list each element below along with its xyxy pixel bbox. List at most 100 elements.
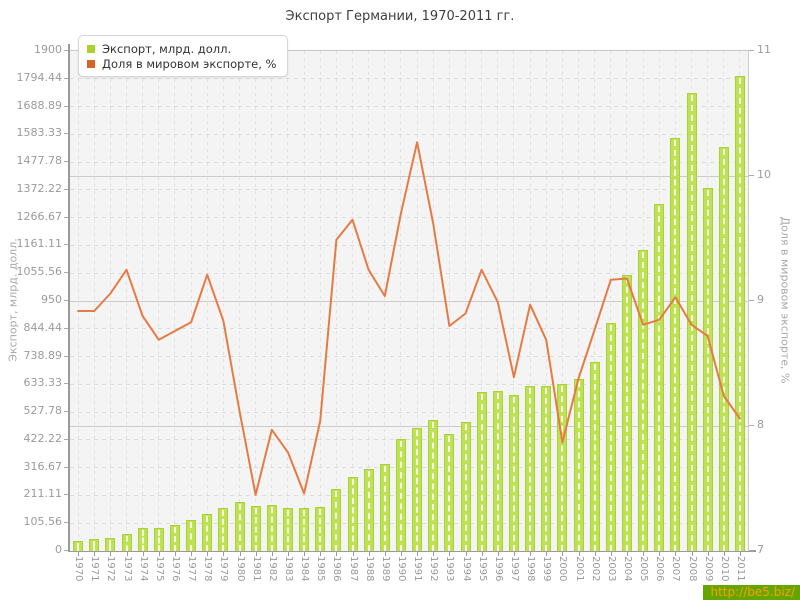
bar-2002[interactable] [589, 362, 600, 551]
bar-1970[interactable] [73, 541, 84, 551]
v-gridline [578, 51, 579, 551]
bar-1972[interactable] [105, 537, 116, 552]
x-axis-tick-label: 1984 [299, 556, 311, 582]
x-axis-tick [110, 552, 112, 556]
left-axis-tick-label: 1794.44 [16, 70, 63, 84]
v-gridline [77, 51, 79, 551]
x-axis-tick-label: 1977 [186, 556, 198, 582]
legend-label-exports: Экспорт, млрд. долл. [102, 41, 232, 56]
left-axis-tick [64, 50, 68, 51]
left-axis-tick-label: 1161.11 [16, 237, 63, 251]
v-gridline [448, 51, 450, 551]
bar-1976[interactable] [169, 525, 180, 551]
x-axis-tick [368, 552, 370, 556]
h-gridline [70, 522, 748, 524]
x-axis-tick-label: 1993 [444, 556, 456, 582]
h-gridline [70, 78, 748, 80]
bar-1989[interactable] [379, 463, 390, 552]
watermark-link[interactable]: http://be5.biz/ [703, 585, 800, 600]
legend-item-share[interactable]: Доля в мировом экспорте, % [87, 56, 276, 71]
x-axis-tick-label: 1992 [428, 556, 440, 582]
bar-1998[interactable] [525, 386, 536, 551]
bar-1975[interactable] [153, 527, 164, 552]
x-axis-tick [191, 552, 193, 556]
left-axis-tick [64, 438, 68, 440]
x-axis-tick [610, 552, 612, 556]
bar-1992[interactable] [428, 420, 439, 551]
x-axis-tick-label: 1996 [492, 556, 504, 582]
x-axis-tick [223, 552, 225, 556]
x-axis-tick [352, 552, 354, 556]
x-axis-tick [287, 552, 289, 556]
v-gridline [319, 51, 321, 551]
share-legend-swatch-icon [87, 59, 95, 68]
bar-1997[interactable] [508, 395, 519, 551]
x-axis-tick [659, 552, 661, 556]
x-axis-tick [513, 552, 515, 556]
bar-1990[interactable] [395, 439, 406, 551]
x-axis-tick-label: 1982 [266, 556, 278, 582]
bar-1988[interactable] [363, 469, 374, 551]
chart-title: Экспорт Германии, 1970-2011 гг. [285, 9, 515, 24]
legend: Экспорт, млрд. долл. Доля в мировом эксп… [78, 35, 289, 77]
x-axis-tick-label: 2005 [638, 556, 650, 582]
bar-1984[interactable] [299, 508, 310, 551]
x-axis-tick-label: 1979 [218, 556, 230, 582]
bar-1983[interactable] [282, 507, 293, 552]
bar-1978[interactable] [202, 514, 213, 551]
x-axis-tick-label: 2002 [589, 556, 601, 582]
v-gridline [239, 51, 240, 551]
x-axis-tick-label: 2008 [686, 556, 698, 582]
right-axis-tick-label: 9 [757, 293, 764, 306]
bar-1973[interactable] [121, 533, 132, 552]
right-axis-tick-label: 10 [757, 168, 771, 181]
bar-1999[interactable] [541, 385, 552, 552]
bar-1985[interactable] [315, 506, 326, 552]
bar-1974[interactable] [137, 528, 148, 551]
bar-1986[interactable] [331, 489, 342, 551]
left-axis-tick-label: 105.56 [23, 515, 63, 529]
x-axis-tick [578, 552, 580, 556]
share-line[interactable] [77, 141, 741, 496]
bar-1980[interactable] [234, 502, 245, 551]
bar-1994[interactable] [460, 422, 471, 551]
left-axis-tick-label: 527.78 [23, 404, 63, 418]
bar-1987[interactable] [347, 477, 358, 551]
h-gridline [70, 244, 748, 246]
right-axis-title: Доля в мировом экспорте, % [778, 216, 792, 384]
bar-1991[interactable] [412, 428, 423, 551]
x-axis-tick-label: 1995 [476, 556, 488, 582]
bar-1982[interactable] [266, 505, 277, 551]
h-gridline [70, 189, 748, 191]
bar-2005[interactable] [638, 249, 649, 552]
bar-2009[interactable] [702, 187, 713, 552]
left-axis-tick [64, 550, 68, 551]
v-gridline [432, 51, 434, 551]
left-axis-tick-label: 422.22 [23, 431, 63, 445]
h-gridline [70, 328, 748, 330]
x-axis-tick [530, 552, 532, 556]
bar-2007[interactable] [670, 137, 681, 552]
bar-1995[interactable] [476, 392, 487, 551]
bar-2000[interactable] [557, 383, 568, 552]
left-axis-tick [64, 272, 68, 274]
bar-2004[interactable] [621, 274, 632, 552]
bar-1981[interactable] [250, 506, 261, 551]
bar-1977[interactable] [186, 519, 197, 552]
h-gridline [70, 467, 748, 469]
x-axis-tick-label: 1978 [202, 556, 214, 582]
x-axis-tick-label: 1998 [525, 556, 537, 582]
bar-1996[interactable] [492, 391, 503, 551]
bar-1971[interactable] [89, 539, 100, 551]
bar-1993[interactable] [444, 434, 455, 551]
left-axis-tick-label: 1372.22 [16, 181, 63, 195]
v-gridline [93, 51, 95, 551]
x-axis-tick-label: 1981 [250, 556, 262, 582]
bar-2006[interactable] [654, 203, 665, 552]
bar-2011[interactable] [734, 76, 745, 551]
legend-item-exports[interactable]: Экспорт, млрд. долл. [87, 41, 276, 56]
bar-2003[interactable] [605, 323, 616, 551]
x-axis-tick-label: 1973 [121, 556, 133, 582]
bar-2010[interactable] [718, 147, 729, 551]
bar-1979[interactable] [218, 507, 229, 552]
